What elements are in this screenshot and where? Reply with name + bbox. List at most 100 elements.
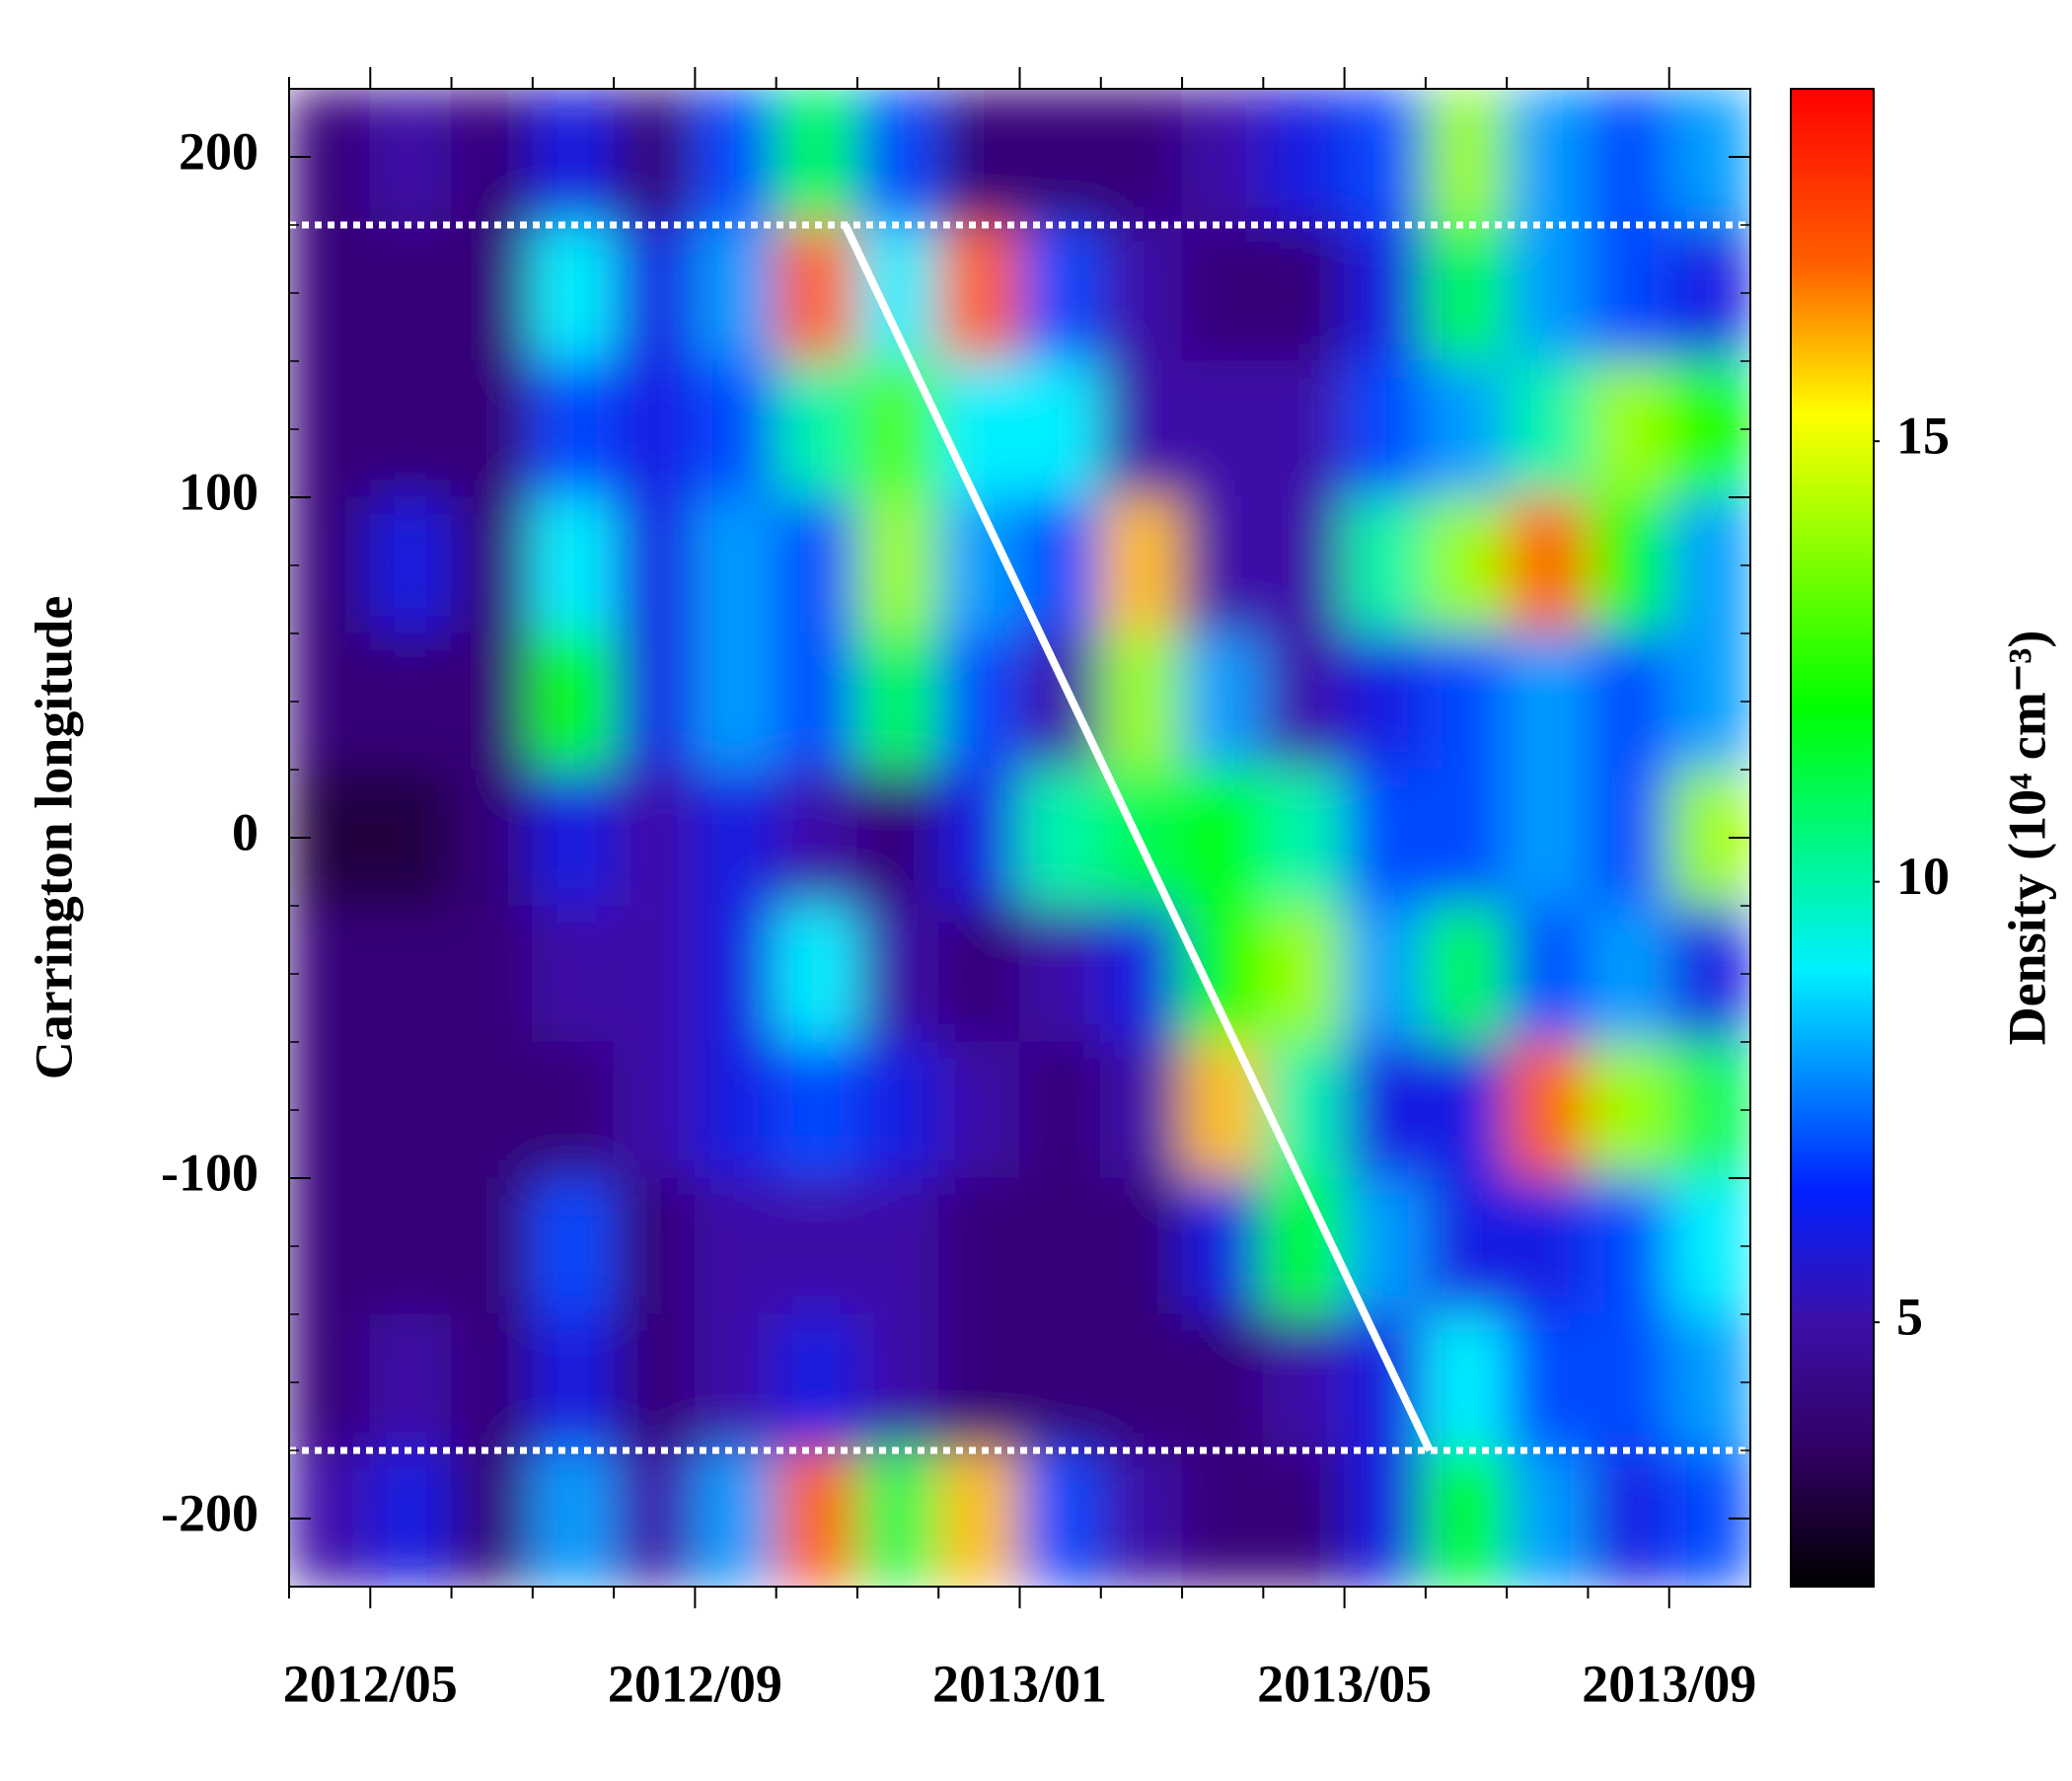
heatmap-cell xyxy=(532,632,615,771)
heatmap-cell xyxy=(1344,89,1427,226)
heatmap-cell xyxy=(1425,1041,1508,1179)
heatmap-cell xyxy=(369,1449,453,1587)
heatmap-cell xyxy=(1668,1177,1750,1315)
heatmap-cell xyxy=(937,905,1020,1043)
heatmap-cell xyxy=(1668,496,1750,634)
heatmap-cell xyxy=(1668,224,1750,362)
heatmap-cell xyxy=(1262,632,1346,771)
heatmap-cell xyxy=(613,1041,696,1179)
heatmap-cell xyxy=(776,224,858,362)
heatmap-cell xyxy=(1019,89,1102,226)
heatmap-cell xyxy=(369,360,453,498)
x-tick-label: 2012/09 xyxy=(608,1654,782,1713)
heatmap-cell xyxy=(1344,360,1427,498)
heatmap-cell xyxy=(1344,632,1427,771)
y-tick-label: 100 xyxy=(179,462,259,521)
heatmap-cell xyxy=(1100,1041,1183,1179)
y-axis-title: Carrington longitude xyxy=(24,596,83,1080)
heatmap-cell xyxy=(856,360,939,498)
heatmap-cell xyxy=(1100,89,1183,226)
heatmap-cell xyxy=(694,632,777,771)
heatmap-cell xyxy=(1100,360,1183,498)
heatmap-cell xyxy=(532,769,615,907)
heatmap-cell xyxy=(613,1177,696,1315)
heatmap-cell xyxy=(451,496,534,634)
heatmap-cell xyxy=(1181,1041,1264,1179)
heatmap-cell xyxy=(532,1177,615,1315)
heatmap-cell xyxy=(532,224,615,362)
heatmap-cell xyxy=(1262,905,1346,1043)
heatmap-cell xyxy=(694,496,777,634)
heatmap-cell xyxy=(937,1313,1020,1451)
heatmap-cell xyxy=(1262,89,1346,226)
heatmap-cell xyxy=(1587,1313,1670,1451)
heatmap-cell xyxy=(1425,1313,1508,1451)
heatmap-cell xyxy=(1668,1313,1750,1451)
heatmap-cell xyxy=(856,1177,939,1315)
heatmap-cell xyxy=(451,224,534,362)
heatmap-cell xyxy=(1262,769,1346,907)
heatmap-cell xyxy=(1506,1177,1589,1315)
colorbar-tick-label: 15 xyxy=(1896,407,1950,466)
heatmap-cell xyxy=(289,1041,371,1179)
heatmap-cell xyxy=(1587,360,1670,498)
heatmap-cell xyxy=(369,632,453,771)
heatmap-cell xyxy=(1181,360,1264,498)
heatmap-cell xyxy=(937,89,1020,226)
heatmap-cell xyxy=(1100,632,1183,771)
heatmap-cell xyxy=(532,496,615,634)
heatmap-cell xyxy=(613,1449,696,1587)
heatmap-cell xyxy=(1344,1449,1427,1587)
heatmap-cell xyxy=(1425,1449,1508,1587)
heatmap-cell xyxy=(694,1177,777,1315)
heatmap-cell xyxy=(694,360,777,498)
heatmap-cell xyxy=(613,769,696,907)
heatmap-cell xyxy=(1587,224,1670,362)
heatmap-cell xyxy=(1425,360,1508,498)
heatmap-cell xyxy=(1668,905,1750,1043)
heatmap-cell xyxy=(776,905,858,1043)
heatmap-cell xyxy=(1587,632,1670,771)
heatmap-cell xyxy=(1100,1177,1183,1315)
heatmap-cell xyxy=(369,224,453,362)
heatmap-cell xyxy=(451,1313,534,1451)
heatmap-cell xyxy=(451,1177,534,1315)
heatmap-cell xyxy=(1587,496,1670,634)
heatmap-cell xyxy=(694,769,777,907)
heatmap-cell xyxy=(1587,769,1670,907)
heatmap-cell xyxy=(937,1177,1020,1315)
heatmap-cell xyxy=(937,632,1020,771)
heatmap-cell xyxy=(289,1313,371,1451)
heatmap-cell xyxy=(613,89,696,226)
heatmap-cell xyxy=(776,1041,858,1179)
y-tick-label: 0 xyxy=(232,802,259,861)
heatmap-cell xyxy=(532,89,615,226)
heatmap-cell xyxy=(1587,1449,1670,1587)
heatmap-cell xyxy=(289,224,371,362)
heatmap-cell xyxy=(1506,360,1589,498)
heatmap-cell xyxy=(1587,89,1670,226)
heatmap-cell xyxy=(694,905,777,1043)
heatmap-cell xyxy=(532,1041,615,1179)
heatmap-cell xyxy=(1181,496,1264,634)
heatmap-cell xyxy=(1506,1449,1589,1587)
heatmap-cell xyxy=(1100,496,1183,634)
heatmap-cell xyxy=(1181,89,1264,226)
heatmap-cell xyxy=(1019,224,1102,362)
heatmap-cell xyxy=(856,632,939,771)
heatmap-cell xyxy=(1506,89,1589,226)
colorbar-tick-label: 5 xyxy=(1896,1288,1923,1347)
heatmap-cell xyxy=(776,1177,858,1315)
heatmap-cell xyxy=(613,632,696,771)
heatmap-cell xyxy=(1425,632,1508,771)
heatmap-cell xyxy=(937,769,1020,907)
heatmap-cell xyxy=(1668,360,1750,498)
heatmap-cell xyxy=(369,905,453,1043)
heatmap-cell xyxy=(1425,224,1508,362)
heatmap-cell xyxy=(1344,905,1427,1043)
heatmap-cell xyxy=(1344,769,1427,907)
heatmap-cell xyxy=(1181,1177,1264,1315)
heatmap-cell xyxy=(1019,905,1102,1043)
heatmap-cell xyxy=(776,1449,858,1587)
